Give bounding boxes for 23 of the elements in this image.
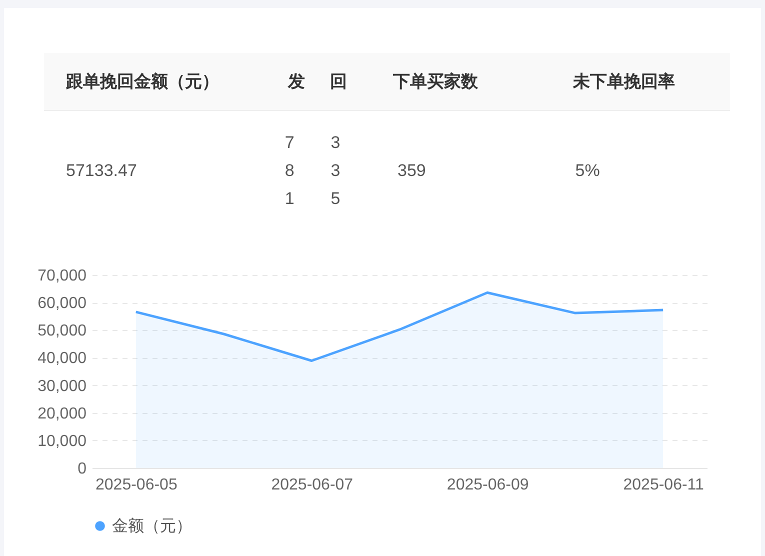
- x-tick-label: 2025-06-05: [96, 476, 178, 494]
- y-tick-label: 60,000: [38, 295, 87, 312]
- legend-label: 金额（元）: [112, 517, 192, 535]
- y-tick-label: 40,000: [38, 350, 87, 368]
- text: 57133.47: [65, 161, 138, 181]
- y-tick-label: 50,000: [38, 322, 87, 340]
- x-tick-label: 2025-06-09: [446, 476, 529, 494]
- x-tick-label: 2025-06-07: [271, 476, 354, 494]
- text: 5%: [574, 161, 601, 181]
- text: 359: [396, 161, 427, 181]
- text: 下单买家数: [392, 71, 479, 93]
- text: 335: [330, 132, 342, 210]
- y-tick-label: 20,000: [38, 405, 87, 422]
- y-tick-label: 30,000: [38, 378, 87, 395]
- x-tick-label: 2025-06-11: [623, 476, 704, 494]
- y-tick-label: 10,000: [38, 432, 87, 450]
- y-tick-label: 0: [78, 460, 87, 478]
- text: 跟单挽回金额（元）: [65, 71, 220, 93]
- text: 未下单挽回率: [572, 71, 676, 93]
- text: 781: [284, 132, 296, 210]
- text: 回: [329, 71, 348, 93]
- text: 发: [286, 71, 306, 93]
- y-tick-label: 70,000: [38, 268, 87, 284]
